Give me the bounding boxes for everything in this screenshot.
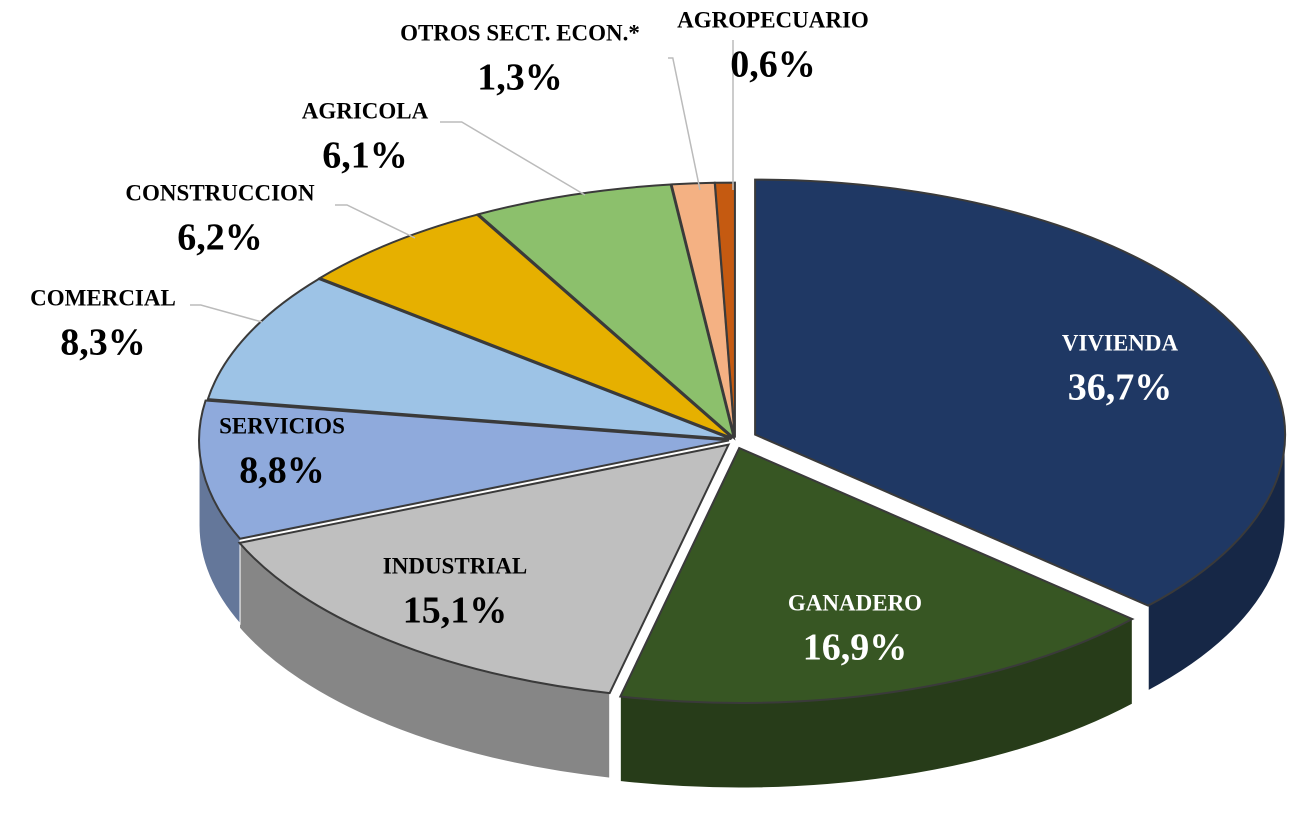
- slice: [476, 183, 736, 441]
- category-label: AGRICOLA: [302, 98, 429, 123]
- category-label: SERVICIOS: [219, 413, 345, 438]
- slice: [618, 446, 1135, 704]
- value-label: 36,7%: [1068, 367, 1173, 409]
- slice: [713, 181, 736, 438]
- slice: [754, 178, 1287, 607]
- category-label: VIVIENDA: [1062, 330, 1179, 355]
- category-label: AGROPECUARIO: [677, 7, 869, 32]
- value-label: 1,3%: [477, 57, 563, 99]
- leader-line: [190, 304, 263, 323]
- slice: [198, 399, 730, 540]
- value-label: 16,9%: [803, 627, 908, 669]
- category-label: COMERCIAL: [30, 285, 176, 310]
- slice: [237, 443, 731, 695]
- value-label: 6,1%: [322, 135, 408, 177]
- leader-line: [668, 57, 701, 191]
- leader-line: [440, 121, 586, 196]
- category-label: GANADERO: [788, 590, 922, 615]
- value-label: 0,6%: [730, 44, 816, 86]
- slice: [206, 277, 732, 441]
- value-label: 6,2%: [177, 217, 263, 259]
- category-label: INDUSTRIAL: [383, 553, 527, 578]
- value-label: 8,3%: [60, 322, 146, 364]
- slice: [317, 213, 734, 440]
- leader-line: [335, 204, 416, 239]
- value-label: 8,8%: [239, 450, 325, 492]
- category-label: OTROS SECT. ECON.*: [400, 20, 640, 45]
- category-label: CONSTRUCCION: [125, 180, 315, 205]
- value-label: 15,1%: [403, 590, 508, 632]
